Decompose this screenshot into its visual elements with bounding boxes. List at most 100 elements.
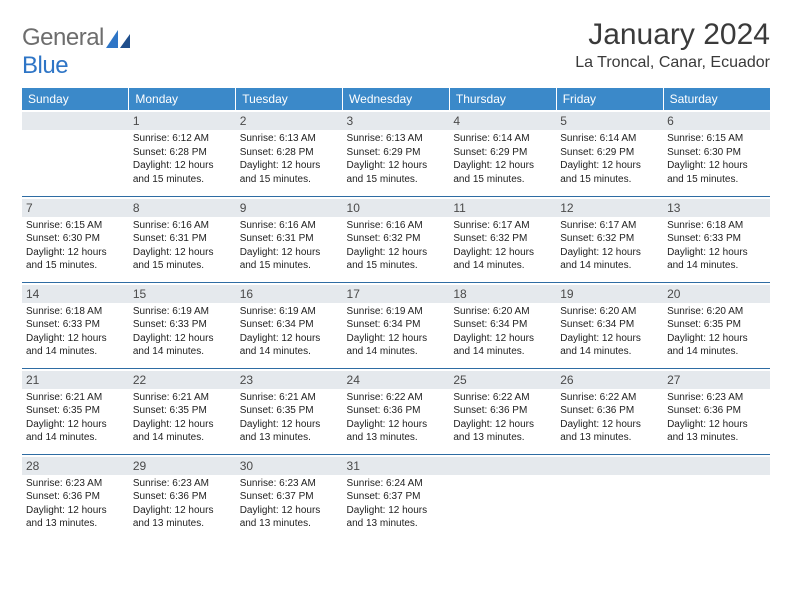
calendar-cell: 31 Sunrise: 6:24 AMSunset: 6:37 PMDayligh…: [343, 454, 450, 540]
calendar-cell: 9 Sunrise: 6:16 AMSunset: 6:31 PMDaylight…: [236, 196, 343, 282]
calendar-cell: 14Sunrise: 6:18 AMSunset: 6:33 PMDayligh…: [22, 282, 129, 368]
day-details: Sunrise: 6:20 AMSunset: 6:35 PMDaylight:…: [667, 305, 766, 359]
calendar-cell: 24Sunrise: 6:22 AMSunset: 6:36 PMDayligh…: [343, 368, 450, 454]
day-number: 25: [449, 371, 556, 389]
location-text: La Troncal, Canar, Ecuador: [575, 54, 770, 72]
calendar-cell: 8 Sunrise: 6:16 AMSunset: 6:31 PMDaylight…: [129, 196, 236, 282]
day-number: 27: [663, 371, 770, 389]
calendar-cell: 22 Sunrise: 6:21 AMSunset: 6:35 PMDayligh…: [129, 368, 236, 454]
weekday-header: Tuesday: [236, 88, 343, 110]
calendar-body: 1 Sunrise: 6:12 AMSunset: 6:28 PMDaylight…: [22, 110, 770, 540]
calendar-cell: 18 Sunrise: 6:20 AMSunset: 6:34 PMDayligh…: [449, 282, 556, 368]
day-details: Sunrise: 6:16 AMSunset: 6:32 PMDaylight:…: [347, 219, 446, 273]
day-number: [663, 457, 770, 475]
day-details: Sunrise: 6:16 AMSunset: 6:31 PMDaylight:…: [240, 219, 339, 273]
calendar-cell: 19 Sunrise: 6:20 AMSunset: 6:34 PMDayligh…: [556, 282, 663, 368]
weekday-row: SundayMondayTuesdayWednesdayThursdayFrid…: [22, 88, 770, 110]
calendar-cell: 15 Sunrise: 6:19 AMSunset: 6:33 PMDayligh…: [129, 282, 236, 368]
day-number: 22: [129, 371, 236, 389]
day-number: 8: [129, 199, 236, 217]
day-number: 30: [236, 457, 343, 475]
logo-text: General Blue: [22, 24, 130, 80]
month-title: January 2024: [575, 18, 770, 52]
day-number: [449, 457, 556, 475]
calendar-row: 21Sunrise: 6:21 AMSunset: 6:35 PMDayligh…: [22, 368, 770, 454]
calendar-page: General Blue January 2024 La Troncal, Ca…: [0, 0, 792, 540]
day-details: Sunrise: 6:14 AMSunset: 6:29 PMDaylight:…: [560, 132, 659, 186]
day-number: 20: [663, 285, 770, 303]
calendar-row: 7Sunrise: 6:15 AMSunset: 6:30 PMDaylight…: [22, 196, 770, 282]
day-number: 13: [663, 199, 770, 217]
day-details: Sunrise: 6:17 AMSunset: 6:32 PMDaylight:…: [560, 219, 659, 273]
day-details: Sunrise: 6:20 AMSunset: 6:34 PMDaylight:…: [560, 305, 659, 359]
calendar-cell: 2Sunrise: 6:13 AMSunset: 6:28 PMDaylight…: [236, 110, 343, 196]
day-number: 15: [129, 285, 236, 303]
day-number: 14: [22, 285, 129, 303]
calendar-cell: [556, 454, 663, 540]
day-number: 11: [449, 199, 556, 217]
day-number: 6: [663, 112, 770, 130]
day-details: Sunrise: 6:19 AMSunset: 6:34 PMDaylight:…: [347, 305, 446, 359]
day-number: 31: [343, 457, 450, 475]
day-details: Sunrise: 6:20 AMSunset: 6:34 PMDaylight:…: [453, 305, 552, 359]
day-number: 5: [556, 112, 663, 130]
day-number: 12: [556, 199, 663, 217]
calendar-cell: [663, 454, 770, 540]
calendar-cell: 11 Sunrise: 6:17 AMSunset: 6:32 PMDayligh…: [449, 196, 556, 282]
day-details: Sunrise: 6:19 AMSunset: 6:33 PMDaylight:…: [133, 305, 232, 359]
day-details: Sunrise: 6:12 AMSunset: 6:28 PMDaylight:…: [133, 132, 232, 186]
day-details: Sunrise: 6:18 AMSunset: 6:33 PMDaylight:…: [667, 219, 766, 273]
day-details: Sunrise: 6:23 AMSunset: 6:37 PMDaylight:…: [240, 477, 339, 531]
calendar-cell: 6Sunrise: 6:15 AMSunset: 6:30 PMDaylight…: [663, 110, 770, 196]
calendar-cell: 25 Sunrise: 6:22 AMSunset: 6:36 PMDayligh…: [449, 368, 556, 454]
calendar-cell: 30 Sunrise: 6:23 AMSunset: 6:37 PMDayligh…: [236, 454, 343, 540]
weekday-header: Friday: [556, 88, 663, 110]
calendar-cell: 1 Sunrise: 6:12 AMSunset: 6:28 PMDaylight…: [129, 110, 236, 196]
page-header: General Blue January 2024 La Troncal, Ca…: [22, 18, 770, 80]
day-details: Sunrise: 6:24 AMSunset: 6:37 PMDaylight:…: [347, 477, 446, 531]
calendar-head: SundayMondayTuesdayWednesdayThursdayFrid…: [22, 88, 770, 110]
day-number: 9: [236, 199, 343, 217]
weekday-header: Saturday: [663, 88, 770, 110]
calendar-cell: 3Sunrise: 6:13 AMSunset: 6:29 PMDaylight…: [343, 110, 450, 196]
weekday-header: Wednesday: [343, 88, 450, 110]
calendar-cell: 26 Sunrise: 6:22 AMSunset: 6:36 PMDayligh…: [556, 368, 663, 454]
day-number: 3: [343, 112, 450, 130]
day-details: Sunrise: 6:22 AMSunset: 6:36 PMDaylight:…: [560, 391, 659, 445]
day-number: 4: [449, 112, 556, 130]
calendar-cell: [22, 110, 129, 196]
day-details: Sunrise: 6:14 AMSunset: 6:29 PMDaylight:…: [453, 132, 552, 186]
calendar-cell: 27 Sunrise: 6:23 AMSunset: 6:36 PMDayligh…: [663, 368, 770, 454]
day-number: 26: [556, 371, 663, 389]
day-number: 28: [22, 457, 129, 475]
day-details: Sunrise: 6:22 AMSunset: 6:36 PMDaylight:…: [453, 391, 552, 445]
calendar-row: 14Sunrise: 6:18 AMSunset: 6:33 PMDayligh…: [22, 282, 770, 368]
day-number: 21: [22, 371, 129, 389]
day-details: Sunrise: 6:17 AMSunset: 6:32 PMDaylight:…: [453, 219, 552, 273]
day-details: Sunrise: 6:21 AMSunset: 6:35 PMDaylight:…: [240, 391, 339, 445]
day-details: Sunrise: 6:16 AMSunset: 6:31 PMDaylight:…: [133, 219, 232, 273]
logo-word-1: General: [22, 24, 104, 51]
calendar-cell: 5 Sunrise: 6:14 AMSunset: 6:29 PMDaylight…: [556, 110, 663, 196]
logo: General Blue: [22, 18, 130, 80]
day-details: Sunrise: 6:23 AMSunset: 6:36 PMDaylight:…: [667, 391, 766, 445]
day-number: 18: [449, 285, 556, 303]
day-details: Sunrise: 6:23 AMSunset: 6:36 PMDaylight:…: [26, 477, 125, 531]
day-details: Sunrise: 6:21 AMSunset: 6:35 PMDaylight:…: [26, 391, 125, 445]
day-number: 16: [236, 285, 343, 303]
calendar-row: 1 Sunrise: 6:12 AMSunset: 6:28 PMDaylight…: [22, 110, 770, 196]
day-number: 24: [343, 371, 450, 389]
day-number: 19: [556, 285, 663, 303]
calendar-cell: 13 Sunrise: 6:18 AMSunset: 6:33 PMDayligh…: [663, 196, 770, 282]
calendar-table: SundayMondayTuesdayWednesdayThursdayFrid…: [22, 88, 770, 540]
calendar-cell: 28 Sunrise: 6:23 AMSunset: 6:36 PMDayligh…: [22, 454, 129, 540]
calendar-cell: 20 Sunrise: 6:20 AMSunset: 6:35 PMDayligh…: [663, 282, 770, 368]
calendar-row: 28 Sunrise: 6:23 AMSunset: 6:36 PMDayligh…: [22, 454, 770, 540]
day-details: Sunrise: 6:21 AMSunset: 6:35 PMDaylight:…: [133, 391, 232, 445]
day-number: 1: [129, 112, 236, 130]
calendar-cell: 10Sunrise: 6:16 AMSunset: 6:32 PMDayligh…: [343, 196, 450, 282]
day-number: [556, 457, 663, 475]
weekday-header: Thursday: [449, 88, 556, 110]
calendar-cell: [449, 454, 556, 540]
calendar-cell: 29Sunrise: 6:23 AMSunset: 6:36 PMDayligh…: [129, 454, 236, 540]
